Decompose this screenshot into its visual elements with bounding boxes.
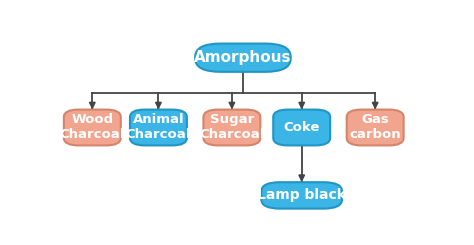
FancyBboxPatch shape xyxy=(261,182,342,209)
FancyBboxPatch shape xyxy=(346,110,404,146)
Text: Coke: Coke xyxy=(283,121,320,134)
FancyBboxPatch shape xyxy=(64,110,121,146)
Text: Animal
Charcoal: Animal Charcoal xyxy=(126,113,191,142)
Text: Lamp black: Lamp black xyxy=(257,188,346,202)
Text: Amorphous: Amorphous xyxy=(194,50,292,65)
Text: Gas
carbon: Gas carbon xyxy=(349,113,401,142)
Text: Wood
Charcoal: Wood Charcoal xyxy=(60,113,125,142)
FancyBboxPatch shape xyxy=(273,110,330,146)
FancyBboxPatch shape xyxy=(195,44,291,72)
Text: Sugar
Charcoal: Sugar Charcoal xyxy=(199,113,264,142)
FancyBboxPatch shape xyxy=(203,110,260,146)
FancyBboxPatch shape xyxy=(130,110,187,146)
